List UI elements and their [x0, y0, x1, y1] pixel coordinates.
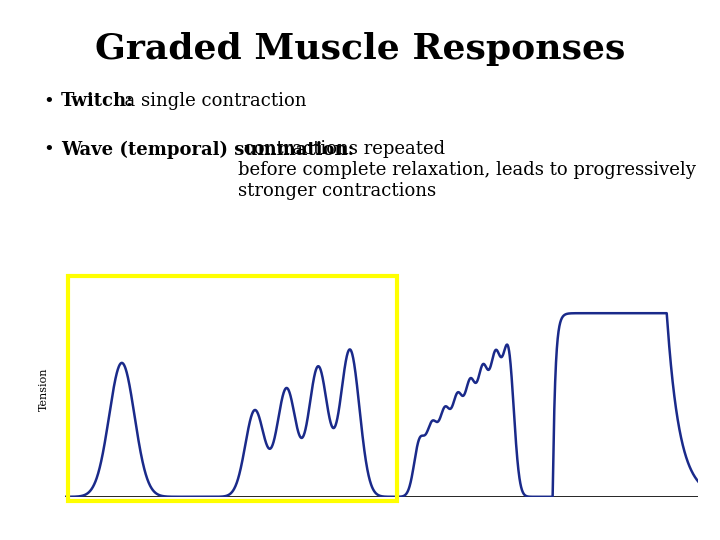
Text: Graded Muscle Responses: Graded Muscle Responses — [95, 32, 625, 66]
Text: Tension: Tension — [39, 367, 49, 410]
Text: Wave (temporal) summation:: Wave (temporal) summation: — [61, 140, 354, 159]
Text: •: • — [43, 92, 54, 110]
Text: a single contraction: a single contraction — [113, 92, 307, 110]
Text: contractions repeated
before complete relaxation, leads to progressively
stronge: contractions repeated before complete re… — [238, 140, 696, 200]
Text: •: • — [43, 140, 54, 158]
Text: Twitch:: Twitch: — [61, 92, 134, 110]
Bar — [68, 276, 397, 501]
